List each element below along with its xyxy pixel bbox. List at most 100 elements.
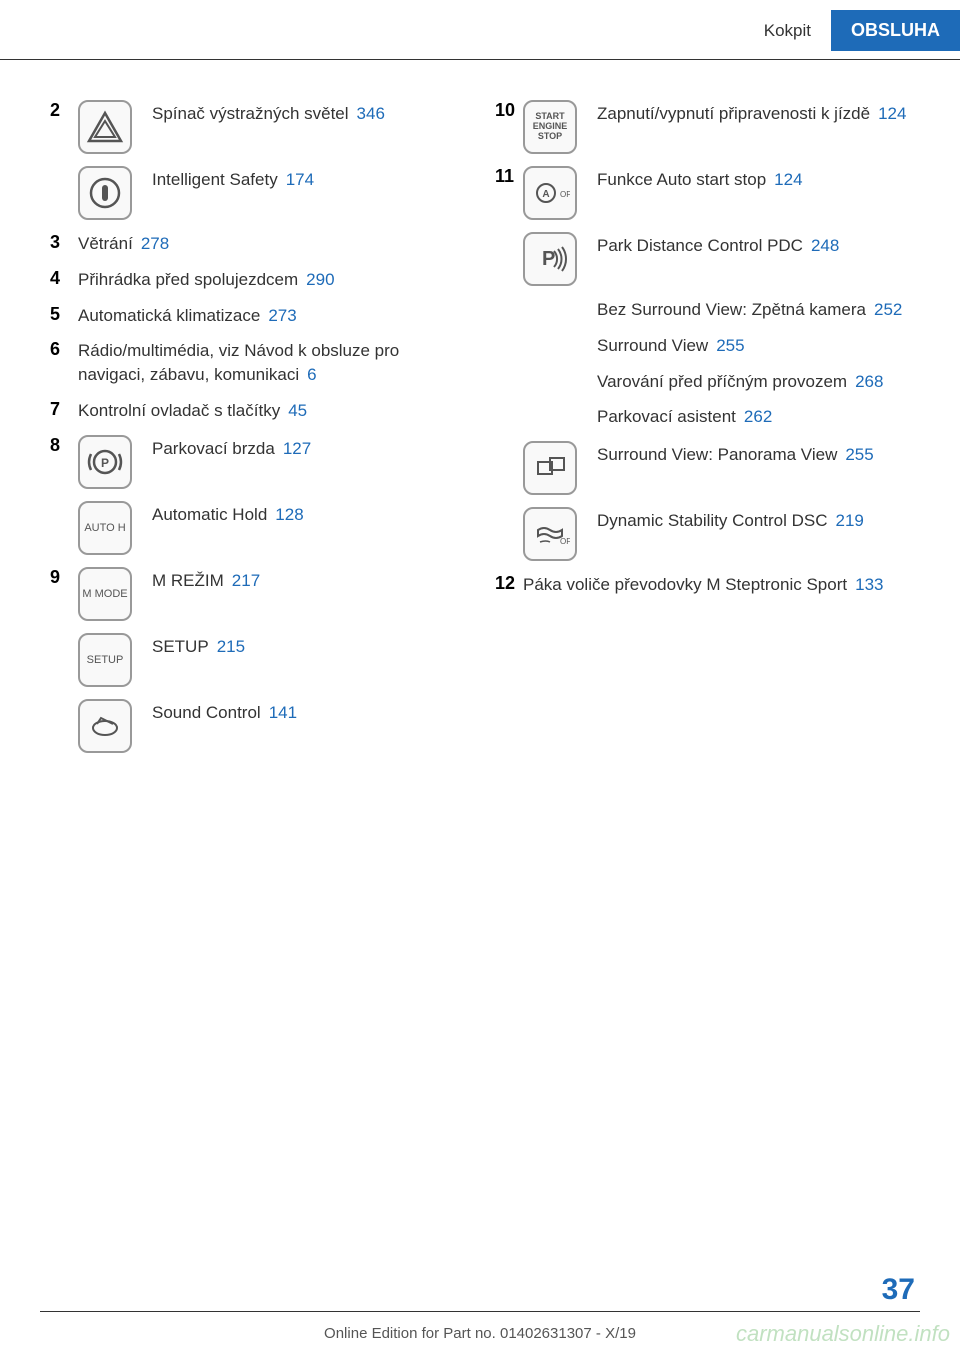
- a-off-icon: A OFF: [523, 166, 577, 220]
- item-text: Dynamic Stability Control DSC219: [597, 507, 864, 533]
- item-number: 11: [495, 166, 523, 187]
- list-item: 5Automatická klimatizace273: [50, 304, 465, 328]
- item-text: Větrání278: [78, 232, 169, 256]
- main-content: 2 Spínač výstražných světel346 Intelligent…: [0, 60, 960, 785]
- item-text: Páka voliče převodovky M Steptronic Spor…: [523, 573, 883, 597]
- page-ref[interactable]: 346: [357, 104, 385, 123]
- page-ref[interactable]: 141: [269, 703, 297, 722]
- item-number: 10: [495, 100, 523, 121]
- page-ref[interactable]: 217: [232, 571, 260, 590]
- list-item: SETUP SETUP215: [50, 633, 465, 687]
- sub-item: Varování před příčným provo­zem268: [495, 370, 910, 394]
- list-item: 6Rádio/multimédia, viz Návod k obsluze p…: [50, 339, 465, 387]
- pdc-icon: P: [523, 232, 577, 286]
- item-text: Automatic Hold128: [152, 501, 304, 527]
- list-item: 3Větrání278: [50, 232, 465, 256]
- list-item: Intelligent Safety174: [50, 166, 465, 220]
- item-text: Intelligent Safety174: [152, 166, 314, 192]
- m-mode-icon: M MODE: [78, 567, 132, 621]
- item-number: 2: [50, 100, 78, 121]
- item-number: 7: [50, 399, 78, 420]
- page-ref[interactable]: 6: [307, 365, 316, 384]
- item-text: Sound Control141: [152, 699, 297, 725]
- item-text: M REŽIM217: [152, 567, 260, 593]
- page-ref[interactable]: 174: [286, 170, 314, 189]
- page-ref[interactable]: 219: [836, 511, 864, 530]
- safety-circle-icon: [78, 166, 132, 220]
- svg-text:OFF: OFF: [560, 190, 570, 199]
- item-text: Automatická klimatizace273: [78, 304, 297, 328]
- item-number: 12: [495, 573, 523, 594]
- page-ref[interactable]: 255: [716, 336, 744, 355]
- item-text: Rádio/multimédia, viz Návod k obsluze pr…: [78, 339, 465, 387]
- hazard-triangle-icon: [78, 100, 132, 154]
- list-item: OFF Dynamic Stability Control DSC219: [495, 507, 910, 561]
- sub-item-text: Bez Surround View: Zpětná ka­mera252: [597, 298, 902, 322]
- watermark: carmanualsonline.info: [736, 1321, 950, 1347]
- list-item: 2 Spínač výstražných světel346: [50, 100, 465, 154]
- sub-item: Surround View255: [495, 334, 910, 358]
- list-item: P Park Distance Control PDC248: [495, 232, 910, 286]
- page-ref[interactable]: 278: [141, 234, 169, 253]
- list-item: Sound Control141: [50, 699, 465, 753]
- item-text: Funkce Auto start stop124: [597, 166, 803, 192]
- page-ref[interactable]: 248: [811, 236, 839, 255]
- item-text: Spínač výstražných světel346: [152, 100, 385, 126]
- page-ref[interactable]: 124: [878, 104, 906, 123]
- sub-item: Parkovací asistent262: [495, 405, 910, 429]
- list-item: 4Přihrádka před spolujezdcem290: [50, 268, 465, 292]
- page-ref[interactable]: 45: [288, 401, 307, 420]
- sub-item-text: Surround View255: [597, 334, 745, 358]
- item-text: Zapnutí/vypnutí připravenosti k jízdě124: [597, 100, 906, 126]
- item-number: 9: [50, 567, 78, 588]
- svg-text:OFF: OFF: [560, 537, 570, 546]
- list-item: 7Kontrolní ovladač s tlačítky45: [50, 399, 465, 423]
- page-ref[interactable]: 262: [744, 407, 772, 426]
- page-number: 37: [882, 1273, 915, 1307]
- sound-icon: [78, 699, 132, 753]
- sub-item: Bez Surround View: Zpětná ka­mera252: [495, 298, 910, 322]
- list-item: Surround View: Panorama View255: [495, 441, 910, 495]
- sub-item-text: Parkovací asistent262: [597, 405, 772, 429]
- start-stop-icon: STARTENGINESTOP: [523, 100, 577, 154]
- page-ref[interactable]: 215: [217, 637, 245, 656]
- list-item: 10STARTENGINESTOP Zapnutí/vypnutí připrav…: [495, 100, 910, 154]
- page-ref[interactable]: 128: [275, 505, 303, 524]
- footer-divider: [40, 1311, 920, 1312]
- page-ref[interactable]: 268: [855, 372, 883, 391]
- sub-item-text: Varování před příčným provo­zem268: [597, 370, 883, 394]
- item-text: Surround View: Panorama View255: [597, 441, 874, 467]
- svg-text:P: P: [542, 248, 555, 270]
- header-section: Kokpit: [764, 21, 811, 41]
- page-ref[interactable]: 133: [855, 575, 883, 594]
- left-column: 2 Spínač výstražných světel346 Intelligent…: [50, 100, 465, 765]
- page-ref[interactable]: 290: [306, 270, 334, 289]
- dsc-icon: OFF: [523, 507, 577, 561]
- page-ref[interactable]: 273: [268, 306, 296, 325]
- list-item: 11 A OFF Funkce Auto start stop124: [495, 166, 910, 220]
- header-category: OBSLUHA: [831, 10, 960, 51]
- parking-brake-icon: P: [78, 435, 132, 489]
- svg-text:A: A: [542, 189, 549, 200]
- page-ref[interactable]: 127: [283, 439, 311, 458]
- item-text: Park Distance Control PDC248: [597, 232, 839, 258]
- item-number: 4: [50, 268, 78, 289]
- item-text: Kontrolní ovladač s tlačítky45: [78, 399, 307, 423]
- page-ref[interactable]: 124: [774, 170, 802, 189]
- page-ref[interactable]: 252: [874, 300, 902, 319]
- item-text: SETUP215: [152, 633, 245, 659]
- list-item: 8P Parkovací brzda127: [50, 435, 465, 489]
- item-number: 5: [50, 304, 78, 325]
- list-item: 9M MODE M REŽIM217: [50, 567, 465, 621]
- item-number: 3: [50, 232, 78, 253]
- list-item: AUTO H Automatic Hold128: [50, 501, 465, 555]
- panorama-icon: [523, 441, 577, 495]
- item-number: 6: [50, 339, 78, 360]
- page-header: Kokpit OBSLUHA: [0, 0, 960, 60]
- item-text: Parkovací brzda127: [152, 435, 311, 461]
- item-text: Přihrádka před spolujezdcem290: [78, 268, 335, 292]
- setup-icon: SETUP: [78, 633, 132, 687]
- item-number: 8: [50, 435, 78, 456]
- page-ref[interactable]: 255: [845, 445, 873, 464]
- auto-h-icon: AUTO H: [78, 501, 132, 555]
